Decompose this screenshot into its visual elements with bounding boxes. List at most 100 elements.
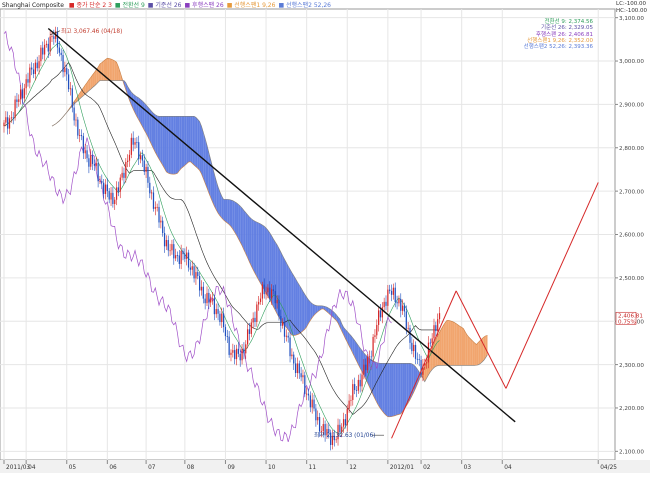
candle-body	[407, 327, 409, 329]
cloud-segment	[470, 339, 473, 366]
cloud-segment	[463, 328, 466, 366]
candle-body	[248, 329, 251, 334]
candle-body	[372, 336, 374, 357]
candle-body	[112, 192, 114, 204]
candle-body	[400, 298, 402, 311]
legend-item[interactable]: ■ 전환선 9	[114, 2, 145, 9]
candle-body	[350, 399, 352, 401]
candle-body	[390, 290, 393, 295]
candle-body	[186, 252, 188, 259]
candle-body	[71, 88, 73, 108]
candle-body	[293, 354, 295, 364]
candle-body	[45, 43, 48, 45]
cloud-segment	[284, 259, 287, 328]
candle-body	[318, 417, 321, 432]
y-tick-label: 2,100.00	[619, 450, 644, 456]
cloud-segment	[478, 340, 481, 365]
cloud-segment	[101, 61, 104, 81]
cloud-segment	[151, 111, 154, 149]
cloud-segment	[373, 360, 375, 399]
y-tick-label: 2,600.00	[619, 233, 644, 239]
candle-body	[69, 88, 72, 90]
cloud-segment	[374, 361, 377, 403]
candle-body	[359, 379, 361, 387]
legend-item[interactable]: ■ 종가 단순 2 3	[68, 2, 112, 9]
candle-body	[274, 291, 276, 304]
cloud-segment	[177, 116, 180, 174]
candle-body	[88, 158, 90, 167]
candle-body	[31, 67, 33, 70]
candle-body	[361, 374, 363, 387]
cloud-segment	[410, 363, 412, 400]
cloud-segment	[297, 281, 300, 335]
candle-body	[363, 364, 365, 375]
candle-body	[383, 301, 385, 308]
candle-body	[280, 316, 282, 326]
candle-body	[143, 160, 145, 172]
cloud-segment	[131, 92, 134, 110]
candle-body	[38, 61, 40, 69]
cloud-segment	[136, 96, 139, 120]
candle-body	[283, 322, 286, 337]
x-axis-band	[0, 460, 650, 473]
legend-item[interactable]: ■ 선행스팬1 9,26	[226, 2, 276, 9]
x-tick-label: 03	[464, 465, 472, 471]
candle-body	[282, 322, 284, 326]
cloud-segment	[210, 159, 213, 203]
candle-body	[18, 99, 20, 102]
candle-body	[330, 432, 332, 445]
candle-body	[346, 408, 348, 426]
cloud-segment	[395, 363, 398, 416]
candle-body	[424, 363, 426, 366]
candle-body	[154, 207, 156, 209]
cloud-segment	[232, 200, 235, 233]
candle-body	[418, 359, 420, 360]
uptrend-line-2	[505, 182, 599, 389]
candle-body	[234, 350, 236, 360]
cloud-segment	[402, 363, 405, 412]
candle-body	[23, 88, 25, 99]
x-tick-label: 04/25	[600, 465, 617, 471]
cloud-segment	[105, 58, 108, 81]
candle-body	[175, 255, 177, 259]
candle-body	[307, 393, 310, 396]
cloud-segment	[162, 116, 165, 169]
candle-body	[219, 313, 221, 323]
candle-body	[381, 307, 383, 318]
lagging-span-line	[3, 30, 392, 443]
cloud-segment	[146, 104, 148, 138]
candle-body	[370, 356, 372, 358]
candle-body	[67, 74, 70, 90]
cloud-segment	[109, 58, 112, 81]
candle-body	[287, 335, 289, 338]
candle-body	[335, 439, 337, 441]
cloud-segment	[456, 323, 458, 366]
cloud-segment	[334, 312, 337, 321]
legend-item[interactable]: ■ 선행스팬2 52,26	[278, 2, 331, 9]
cloud-segment	[398, 363, 401, 415]
cloud-segment	[166, 116, 169, 174]
legend-item[interactable]: ■ 기준선 26	[147, 2, 182, 9]
cloud-segment	[171, 116, 174, 175]
x-tick-label: 12	[349, 465, 357, 471]
cloud-segment	[260, 223, 263, 287]
candle-body	[252, 317, 254, 323]
legend-item[interactable]: ■ 후행스팬 26	[184, 2, 224, 9]
candle-body	[374, 335, 376, 337]
legend-title[interactable]: Shanghai Composite	[2, 2, 64, 9]
cloud-segment	[122, 78, 124, 85]
candle-body	[176, 255, 179, 256]
candle-body	[259, 298, 262, 302]
candle-body	[409, 327, 411, 343]
candle-body	[243, 348, 245, 354]
candle-body	[21, 89, 24, 99]
cloud-segment	[188, 116, 191, 163]
candle-body	[354, 384, 356, 391]
candle-body	[99, 180, 101, 182]
cloud-segment	[203, 132, 206, 184]
cloud-segment	[205, 138, 207, 188]
cloud-segment	[118, 66, 121, 81]
candle-body	[258, 301, 260, 305]
cloud-segment	[350, 335, 353, 354]
